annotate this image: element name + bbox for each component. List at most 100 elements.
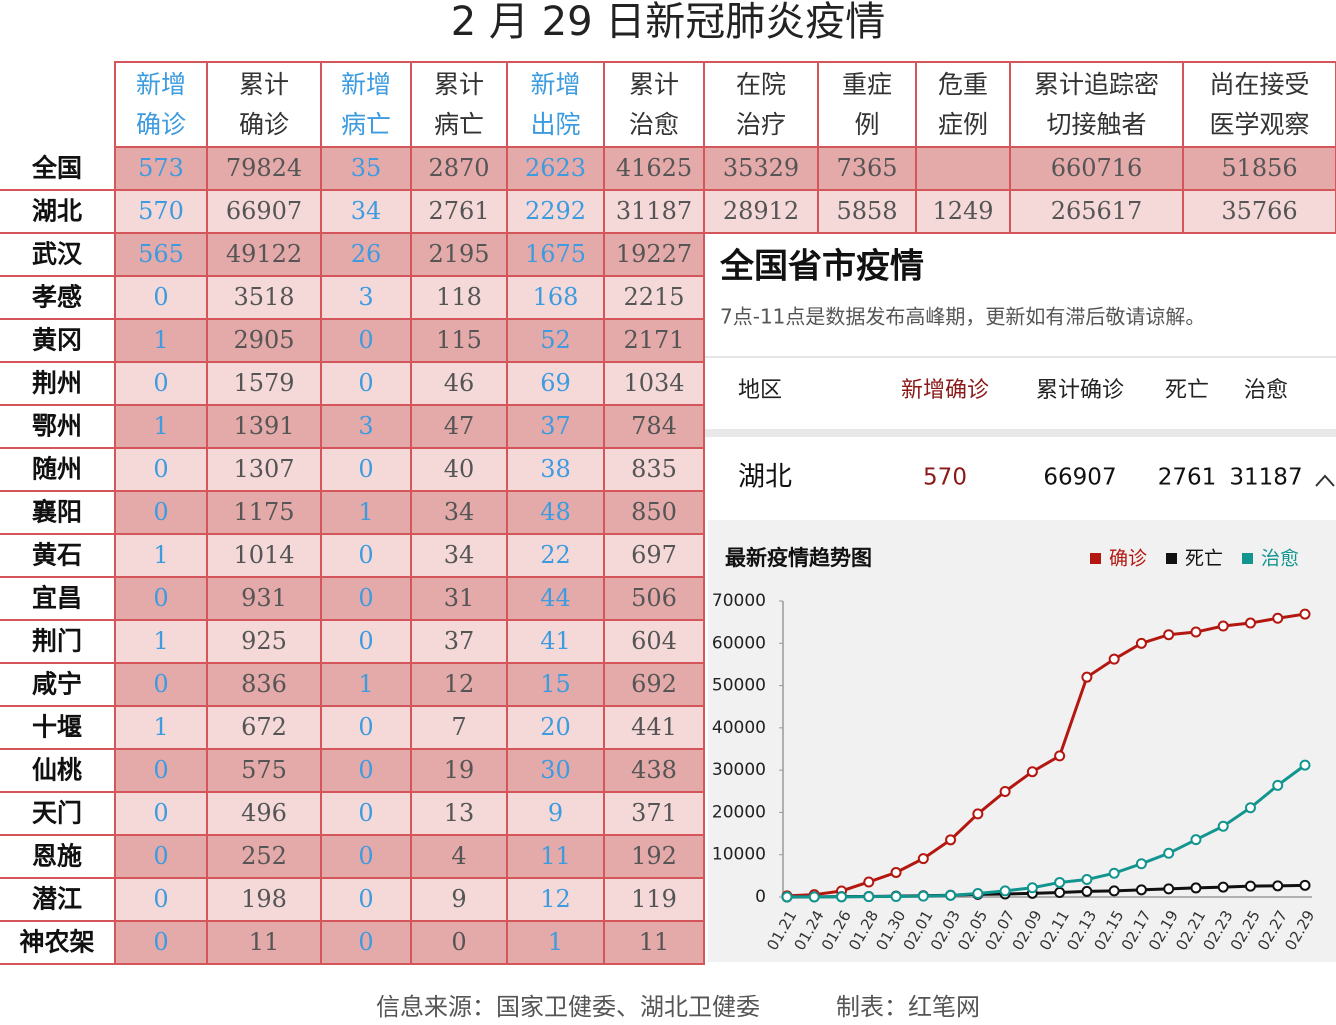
table-cell (114, 146, 208, 191)
panel-header: 地区 (738, 378, 782, 403)
cell-value: 11 (639, 928, 670, 956)
cell-value: 575 (241, 756, 287, 784)
table-cell (506, 791, 605, 836)
cell-value: 0 (153, 584, 168, 612)
cell-value: 7 (451, 713, 466, 741)
table-cell (206, 361, 322, 406)
table-cell (206, 877, 322, 922)
cell-value: 672 (241, 713, 287, 741)
region-label: 随州 (32, 455, 82, 484)
cell-value: 5858 (836, 197, 897, 225)
header-text: 治疗 (736, 110, 786, 139)
table-cell (320, 318, 412, 363)
table-cell (506, 447, 605, 492)
cell-value: 26 (351, 240, 382, 268)
cell-value: 0 (153, 885, 168, 913)
cell-value: 0 (153, 498, 168, 526)
cell-value: 66907 (226, 197, 302, 225)
panel-cell: 570 (923, 465, 967, 491)
table-cell (320, 146, 412, 191)
point (1054, 886, 1066, 898)
expand-caret (1315, 474, 1335, 487)
table-cell (506, 275, 605, 320)
point (1190, 834, 1202, 846)
y-tick-label: 70000 (712, 591, 766, 611)
table-cell (320, 275, 412, 320)
table-cell (114, 619, 208, 664)
header-cell (206, 61, 322, 148)
footer-maker: 制表：红笔网 (836, 993, 980, 1021)
y-tick-label: 40000 (712, 718, 766, 738)
table-cell (114, 662, 208, 707)
point (1190, 882, 1202, 894)
table-cell (603, 662, 705, 707)
cell-value: 660716 (1051, 154, 1143, 182)
table-cell (915, 189, 1011, 234)
cell-value: 1 (153, 326, 168, 354)
table-cell (114, 533, 208, 578)
cell-value: 49122 (226, 240, 302, 268)
page-title: 2 月 29 日新冠肺炎疫情 (451, 0, 886, 45)
cell-value: 0 (153, 842, 168, 870)
point (1299, 759, 1311, 771)
header-text: 例 (854, 110, 879, 139)
table-cell (603, 920, 705, 965)
header-cell (817, 61, 917, 148)
cell-value: 604 (631, 627, 677, 655)
cell-value: 2215 (623, 283, 684, 311)
table-cell (206, 748, 322, 793)
cell-value: 35 (351, 154, 382, 182)
cell-value: 198 (241, 885, 287, 913)
cell-value: 46 (444, 369, 475, 397)
table-cell (603, 490, 705, 535)
table-cell (410, 920, 508, 965)
header-cell (1009, 61, 1184, 148)
table-cell (817, 189, 917, 234)
region-label: 仙桃 (32, 756, 82, 785)
region-label: 黄石 (32, 541, 82, 570)
point (917, 853, 929, 865)
cell-value: 47 (444, 412, 475, 440)
cell-value: 38 (540, 455, 571, 483)
legend-swatch (1090, 553, 1101, 564)
y-tick-label: 60000 (712, 633, 766, 653)
table-cell (1182, 146, 1336, 191)
cell-value: 22 (540, 541, 571, 569)
cell-value: 1391 (233, 412, 294, 440)
point (1299, 879, 1311, 891)
table-cell (915, 146, 1011, 191)
cell-value: 119 (631, 885, 677, 913)
table-cell (114, 748, 208, 793)
cell-value: 1307 (233, 455, 294, 483)
cell-value: 496 (241, 799, 287, 827)
cell-value: 1 (153, 627, 168, 655)
header-text: 病亡 (434, 110, 484, 139)
cell-value: 52 (540, 326, 571, 354)
point (1272, 880, 1284, 892)
region-label: 天门 (32, 799, 82, 828)
cell-value: 15 (540, 670, 571, 698)
cell-value: 3 (358, 283, 373, 311)
header-text: 累计 (239, 70, 289, 99)
cell-value: 697 (631, 541, 677, 569)
region-label: 湖北 (32, 197, 82, 226)
panel-separator-bar (705, 429, 1336, 437)
legend-label: 死亡 (1185, 548, 1223, 570)
cell-value: 19 (444, 756, 475, 784)
point (1163, 847, 1175, 859)
cell-value: 30 (540, 756, 571, 784)
point (945, 834, 957, 846)
cell-value: 168 (533, 283, 579, 311)
header-text: 切接触者 (1046, 110, 1146, 139)
cell-value: 438 (631, 756, 677, 784)
cell-value: 3 (358, 412, 373, 440)
point (999, 785, 1011, 797)
point (890, 891, 902, 903)
cell-value: 2292 (525, 197, 586, 225)
cell-value: 1 (153, 713, 168, 741)
point (1244, 802, 1256, 814)
cell-value: 925 (241, 627, 287, 655)
cell-value: 20 (540, 713, 571, 741)
cell-value: 2761 (428, 197, 489, 225)
point (1272, 612, 1284, 624)
